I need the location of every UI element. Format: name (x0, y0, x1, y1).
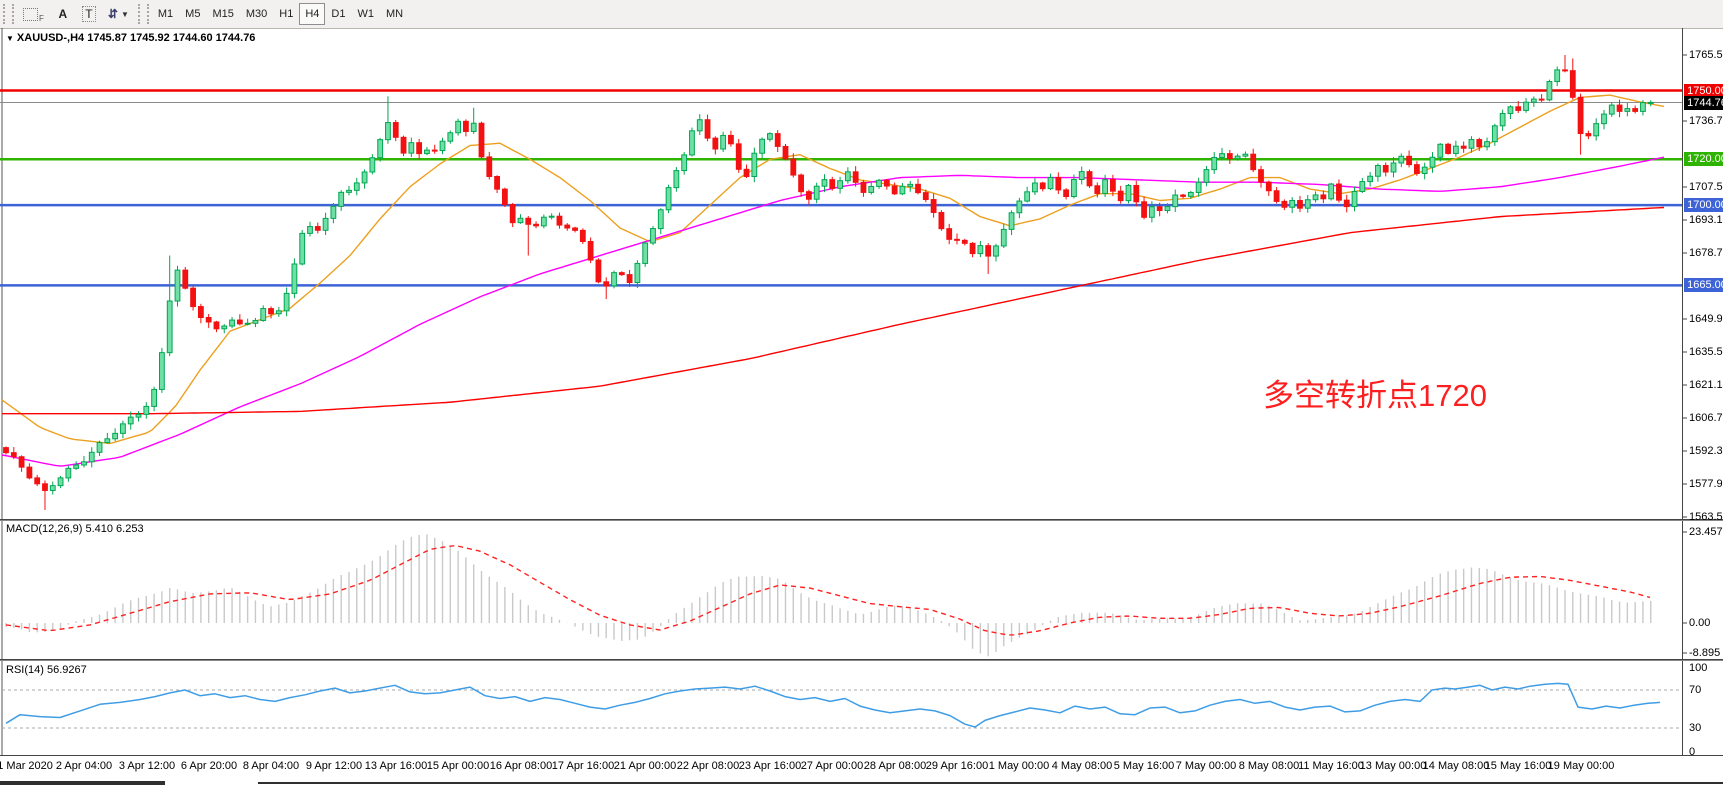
macd-axis-label: 23.457 (1689, 526, 1723, 538)
price-axis-tick-label: 1678.70 (1689, 247, 1723, 259)
text-tool-button[interactable]: T (77, 3, 101, 25)
macd-histogram (5, 534, 1652, 657)
time-axis-label: 14 May 08:00 (1422, 760, 1490, 772)
macd-panel[interactable] (0, 520, 1723, 660)
symbol-header[interactable]: ▼ XAUUSD-,H4 1745.87 1745.92 1744.60 1744… (6, 32, 255, 44)
time-axis-label: 7 May 00:00 (1175, 760, 1237, 772)
time-axis-label: 9 Apr 12:00 (305, 760, 363, 772)
text-tool-icon: T (82, 6, 96, 22)
rsi-axis-label: 0 (1689, 746, 1696, 758)
time-axis-label: 17 Apr 16:00 (551, 760, 615, 772)
time-axis-label: 22 Apr 08:00 (676, 760, 740, 772)
dotted-grid-icon (23, 7, 38, 21)
price-axis-tick-label: 1621.10 (1689, 379, 1723, 391)
price-axis-tick-label: 1765.50 (1689, 49, 1723, 61)
time-axis-label: 28 Apr 08:00 (863, 760, 927, 772)
time-axis-label: 1 May 00:00 (988, 760, 1050, 772)
rsi-indicator-label: RSI(14) 56.9267 (6, 664, 87, 676)
toolbar-grip-2[interactable] (137, 4, 149, 24)
symbol-ohlc-text: XAUUSD-,H4 1745.87 1745.92 1744.60 1744.… (16, 32, 256, 44)
ma-mid-magenta (1, 156, 1665, 467)
timeframe-group: M1 M5 M15 M30 H1 H4 D1 W1 MN (152, 3, 409, 25)
rsi-axis-label: 30 (1689, 722, 1702, 734)
time-axis-label: 3 Apr 12:00 (118, 760, 176, 772)
time-axis-label: 8 May 08:00 (1238, 760, 1300, 772)
timeframe-button-m5[interactable]: M5 (179, 3, 206, 25)
time-axis-label: 15 May 16:00 (1484, 760, 1552, 772)
rsi-axis-label: 70 (1689, 684, 1702, 696)
time-axis-label: 2 Apr 04:00 (55, 760, 113, 772)
price-level-badge: 1750.00 (1684, 83, 1723, 98)
rsi-line (5, 682, 1661, 728)
cursor-tool-button[interactable]: ⇵ ▼ (103, 3, 134, 25)
timeframe-button-h4[interactable]: H4 (299, 3, 326, 25)
price-axis-tick-label: 1736.70 (1689, 115, 1723, 127)
timeframe-button-mn[interactable]: MN (380, 3, 409, 25)
time-axis-label: 23 Apr 16:00 (738, 760, 802, 772)
price-level-badge: 1665.00 (1684, 278, 1723, 293)
macd-indicator-label: MACD(12,26,9) 5.410 6.253 (6, 523, 144, 535)
time-axis-label: 29 Apr 16:00 (925, 760, 989, 772)
collapse-arrow-icon[interactable]: ▼ (6, 34, 14, 43)
macd-axis-label: 0.00 (1689, 617, 1711, 629)
arrows-icon: ⇵ (107, 7, 118, 21)
macd-signal-line (5, 544, 1651, 636)
time-axis-label: 11 May 16:00 (1298, 760, 1364, 772)
price-axis-tick-label: 1606.70 (1689, 412, 1723, 424)
toolbar: F A T ⇵ ▼ M1 M5 M15 M30 H1 H4 D1 W1 MN (0, 0, 1723, 29)
time-axis-label: 27 Apr 00:00 (800, 760, 864, 772)
time-axis-label: 19 May 00:00 (1547, 760, 1615, 772)
main-price-chart[interactable] (0, 28, 1723, 520)
time-axis-label: 5 May 16:00 (1113, 760, 1175, 772)
time-axis-label: 13 May 00:00 (1359, 760, 1427, 772)
chart-grid-button[interactable]: F (18, 3, 49, 25)
ma-fast-orange (1, 94, 1665, 445)
horizontal-scrollbar[interactable] (258, 782, 1723, 784)
time-axis-label: 21 Apr 00:00 (613, 760, 677, 772)
horizontal-scrollbar[interactable] (0, 781, 165, 785)
price-axis-tick-label: 1592.30 (1689, 445, 1723, 457)
price-axis-tick-label: 1707.50 (1689, 181, 1723, 193)
time-axis-label: 6 Apr 20:00 (180, 760, 238, 772)
time-axis-label: 16 Apr 08:00 (489, 760, 553, 772)
timeframe-button-d1[interactable]: D1 (325, 3, 351, 25)
time-axis-label: 15 Apr 00:00 (426, 760, 490, 772)
time-axis-label: 13 Apr 16:00 (364, 760, 428, 772)
price-axis-tick-label: 1649.90 (1689, 313, 1723, 325)
macd-axis-label: -8.895 (1689, 647, 1721, 659)
timeframe-button-w1[interactable]: W1 (351, 3, 380, 25)
time-axis-label: 31 Mar 2020 (0, 760, 53, 772)
price-axis-tick-label: 1563.50 (1689, 511, 1723, 523)
price-axis-tick-label: 1577.90 (1689, 478, 1723, 490)
price-level-badge: 1720.00 (1684, 152, 1723, 167)
ma-slow-red (2, 206, 1665, 415)
time-axis-label: 8 Apr 04:00 (242, 760, 300, 772)
dropdown-caret-icon: ▼ (120, 9, 129, 19)
timeframe-button-m15[interactable]: M15 (206, 3, 239, 25)
price-level-badge: 1700.00 (1684, 198, 1723, 213)
price-axis-tick-label: 1693.10 (1689, 214, 1723, 226)
timeframe-button-m1[interactable]: M1 (152, 3, 179, 25)
font-tool-button[interactable]: A (51, 3, 75, 25)
candlestick-series (3, 55, 1654, 510)
rsi-axis-label: 100 (1689, 662, 1708, 674)
time-axis-label: 4 May 08:00 (1051, 760, 1113, 772)
rsi-panel[interactable] (0, 660, 1723, 757)
timeframe-button-m30[interactable]: M30 (240, 3, 273, 25)
price-axis-tick-label: 1635.50 (1689, 346, 1723, 358)
grid-f-label: F (39, 14, 44, 23)
timeframe-button-h1[interactable]: H1 (273, 3, 299, 25)
toolbar-grip[interactable] (3, 4, 14, 24)
price-level-badge: 1744.76 (1684, 95, 1723, 110)
